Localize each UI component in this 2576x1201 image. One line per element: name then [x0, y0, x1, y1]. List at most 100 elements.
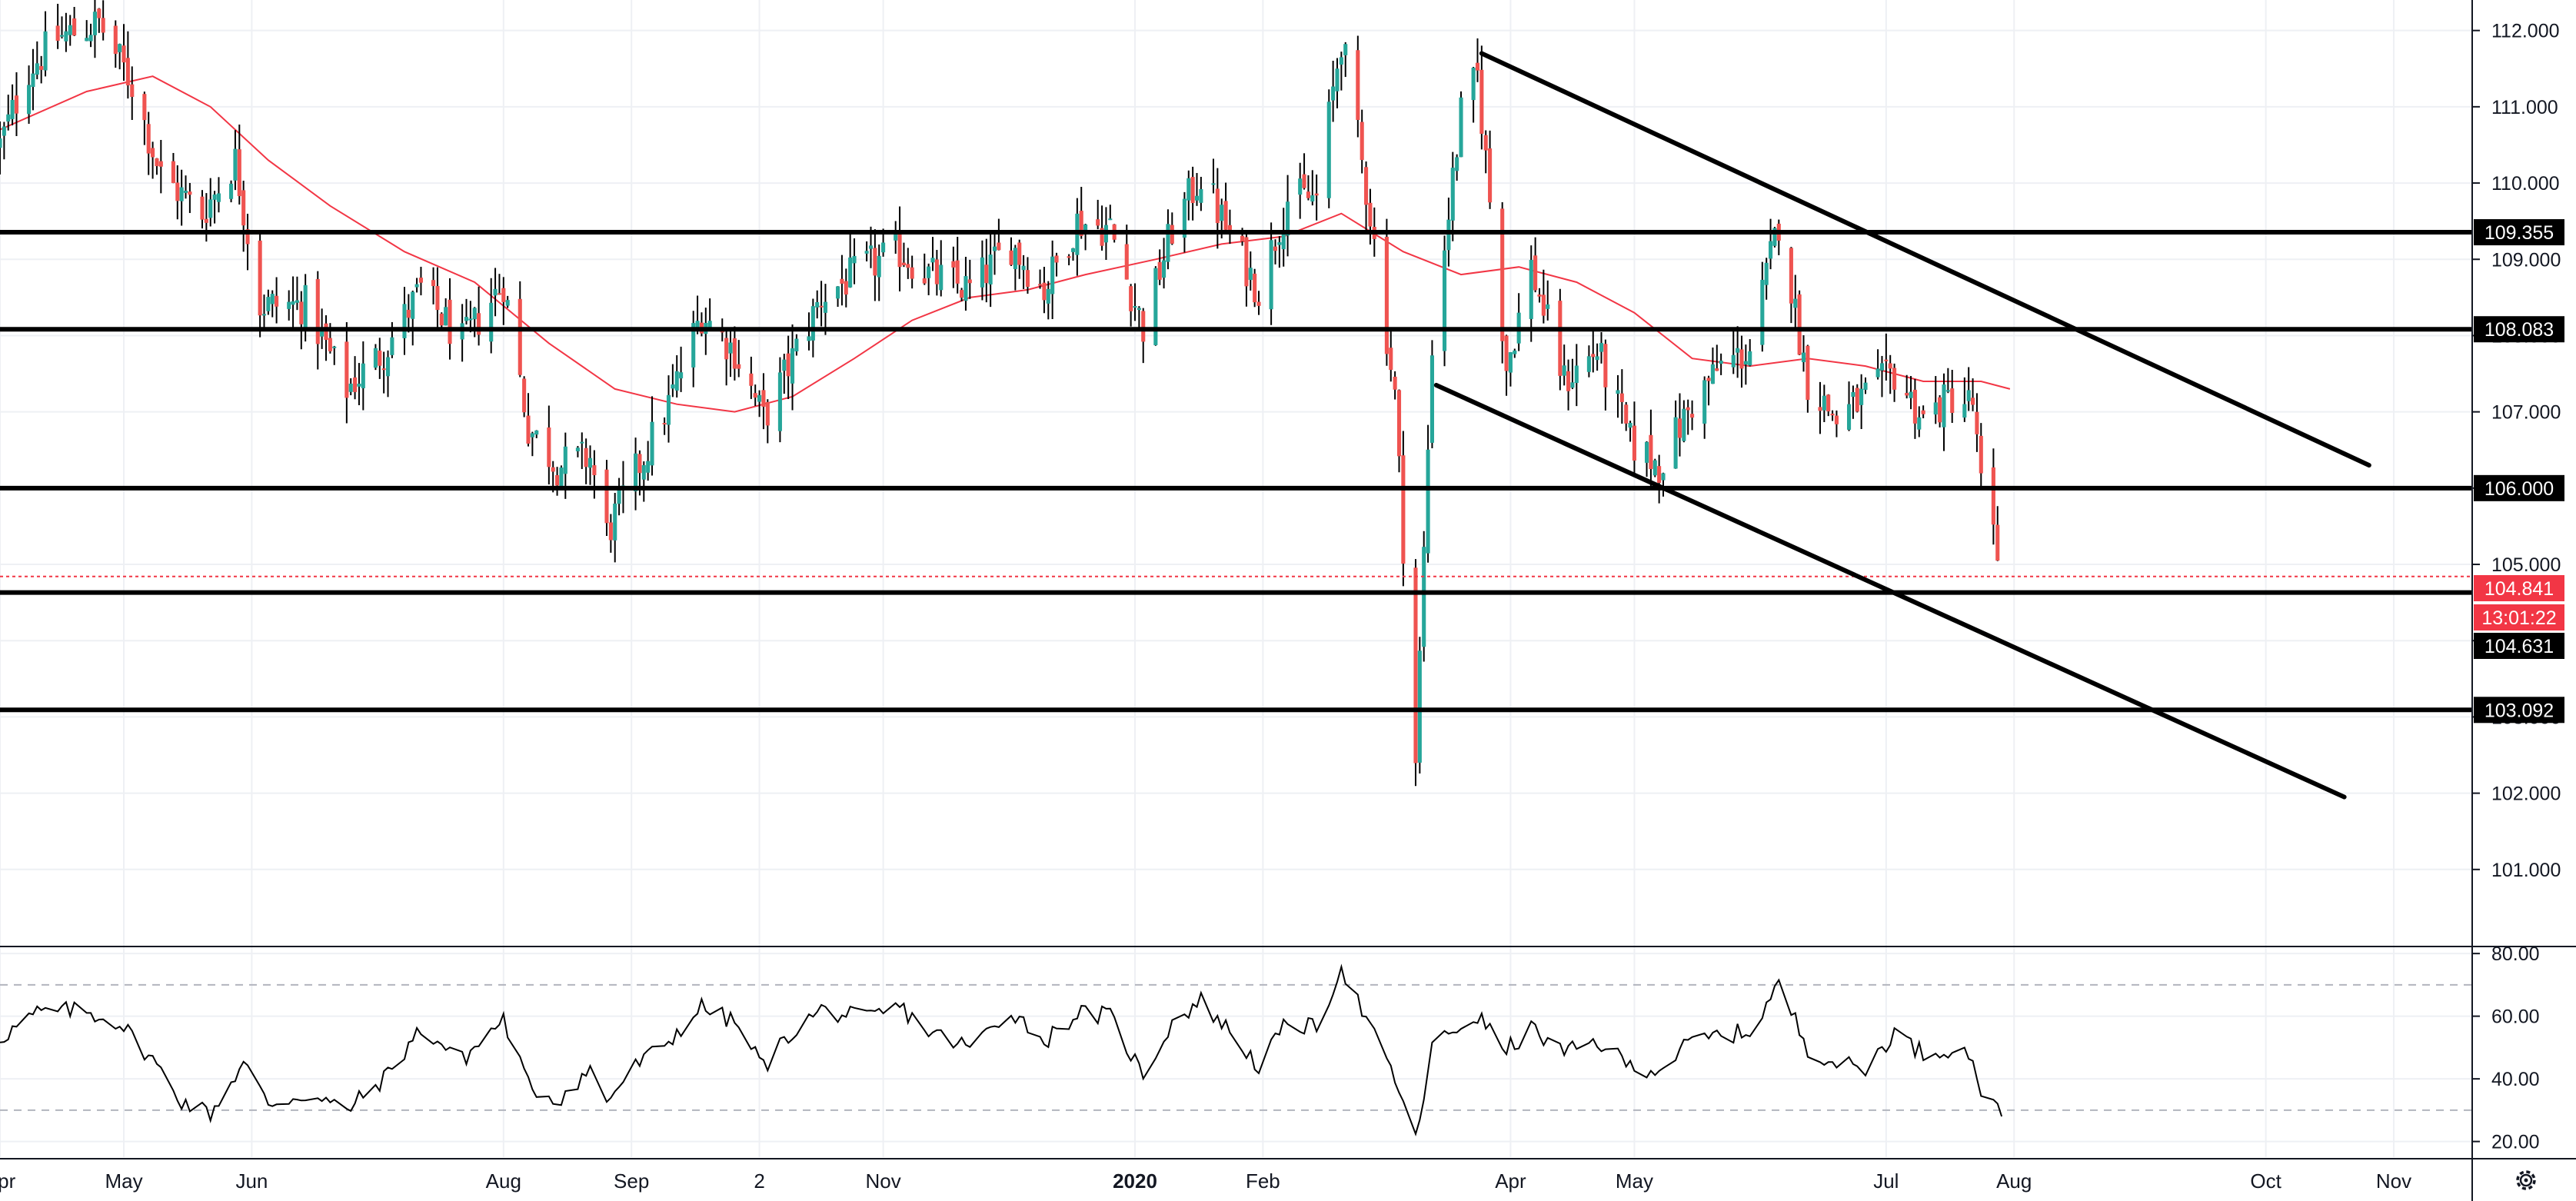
candle-body[interactable] — [1715, 368, 1719, 371]
candle-body[interactable] — [522, 378, 527, 413]
candle[interactable] — [1603, 339, 1608, 411]
candle-body[interactable] — [237, 149, 241, 197]
candle-body[interactable] — [1450, 168, 1455, 221]
candle-body[interactable] — [468, 318, 473, 321]
candle-body[interactable] — [1652, 460, 1657, 476]
candle[interactable] — [580, 432, 584, 470]
candle-body[interactable] — [1166, 224, 1170, 262]
candle[interactable] — [939, 240, 944, 297]
candle-body[interactable] — [1240, 235, 1245, 241]
candle-body[interactable] — [1459, 97, 1463, 158]
candle-body[interactable] — [518, 298, 522, 375]
candle-body[interactable] — [530, 433, 534, 437]
candle-body[interactable] — [1875, 368, 1880, 378]
gear-icon[interactable] — [2516, 1170, 2536, 1190]
candle-body[interactable] — [1326, 101, 1331, 198]
candle[interactable] — [183, 175, 188, 199]
candle-body[interactable] — [955, 260, 960, 284]
candle-body[interactable] — [1673, 417, 1678, 469]
candle[interactable] — [1450, 151, 1455, 241]
candle-body[interactable] — [868, 245, 874, 249]
candle-body[interactable] — [1686, 407, 1690, 411]
candle[interactable] — [782, 354, 787, 394]
candle-body[interactable] — [1822, 395, 1826, 411]
candle-body[interactable] — [1690, 414, 1695, 418]
candle-body[interactable] — [1971, 398, 1975, 405]
candle[interactable] — [1736, 326, 1740, 378]
candle-body[interactable] — [810, 306, 815, 341]
candle[interactable] — [1888, 354, 1892, 394]
candle[interactable] — [1190, 166, 1195, 221]
candle[interactable] — [1892, 363, 1897, 402]
candle[interactable] — [291, 276, 295, 330]
candle[interactable] — [587, 445, 593, 485]
candle[interactable] — [1879, 355, 1885, 398]
candle[interactable] — [1054, 252, 1059, 277]
candle-body[interactable] — [1500, 208, 1505, 341]
candle-body[interactable] — [1830, 413, 1835, 416]
candle-body[interactable] — [1566, 371, 1571, 391]
candle[interactable] — [130, 66, 135, 120]
candle[interactable] — [1256, 291, 1261, 315]
candle-body[interactable] — [1991, 467, 1995, 525]
candle[interactable] — [1719, 353, 1723, 375]
candle-body[interactable] — [1945, 390, 1950, 392]
candle-body[interactable] — [241, 190, 246, 226]
candle-body[interactable] — [208, 199, 213, 218]
candle[interactable] — [1793, 274, 1798, 329]
candle-body[interactable] — [1797, 294, 1802, 355]
candle-body[interactable] — [27, 85, 32, 115]
candle[interactable] — [877, 244, 881, 301]
candle-body[interactable] — [216, 193, 221, 202]
candle-body[interactable] — [964, 276, 968, 301]
candle[interactable] — [864, 241, 869, 261]
candle[interactable] — [1710, 347, 1715, 384]
candle-body[interactable] — [852, 255, 857, 264]
candle[interactable] — [151, 141, 155, 179]
candle-body[interactable] — [353, 377, 358, 392]
candle[interactable] — [229, 180, 234, 203]
candle-body[interactable] — [1619, 393, 1624, 402]
candle-body[interactable] — [1760, 279, 1765, 345]
candle[interactable] — [200, 190, 205, 229]
candle[interactable] — [671, 364, 675, 398]
candle[interactable] — [1500, 201, 1505, 364]
candle-body[interactable] — [328, 338, 332, 351]
candle[interactable] — [794, 334, 799, 356]
candle-body[interactable] — [183, 190, 188, 193]
candle-body[interactable] — [1846, 404, 1852, 430]
candle[interactable] — [584, 438, 588, 484]
candle-body[interactable] — [1942, 384, 1946, 428]
candle-body[interactable] — [1541, 294, 1546, 316]
candle-body[interactable] — [171, 161, 175, 184]
candle[interactable] — [732, 326, 737, 381]
candle-body[interactable] — [1546, 304, 1550, 309]
candle-body[interactable] — [1504, 335, 1509, 371]
candle[interactable] — [1677, 393, 1682, 457]
candle[interactable] — [852, 238, 857, 284]
candle-body[interactable] — [1574, 365, 1579, 384]
candle-body[interactable] — [671, 384, 675, 389]
candle[interactable] — [1129, 284, 1133, 327]
candle[interactable] — [31, 48, 35, 111]
candle[interactable] — [1875, 349, 1880, 380]
candle-body[interactable] — [1595, 356, 1599, 361]
candle-body[interactable] — [997, 242, 1001, 251]
candle[interactable] — [216, 177, 221, 213]
candle[interactable] — [1686, 399, 1690, 435]
candle-body[interactable] — [1702, 380, 1707, 424]
candle[interactable] — [1182, 191, 1186, 253]
candle-body[interactable] — [724, 338, 729, 360]
candle-body[interactable] — [526, 415, 531, 444]
candle[interactable] — [650, 396, 654, 476]
candle-body[interactable] — [1917, 417, 1922, 430]
candle-body[interactable] — [930, 258, 935, 263]
candle[interactable] — [171, 152, 175, 184]
candle[interactable] — [691, 311, 696, 388]
candle[interactable] — [984, 238, 989, 303]
candle[interactable] — [823, 284, 828, 335]
candle-body[interactable] — [1401, 455, 1406, 564]
candle-body[interactable] — [1269, 240, 1273, 310]
candle[interactable] — [1331, 61, 1336, 122]
candle[interactable] — [1909, 376, 1913, 410]
